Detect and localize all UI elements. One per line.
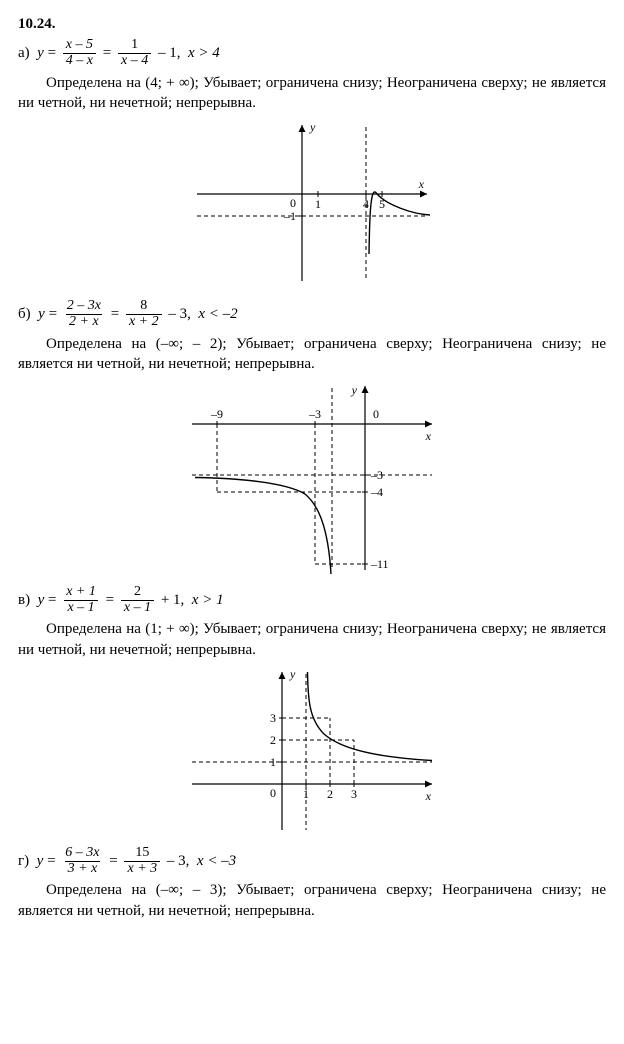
partD-description: Определена на (–∞; – 3); Убывает; ограни… — [18, 880, 606, 921]
partC-formula: в) y = x + 1 x – 1 = 2 x – 1 + 1, x > 1 — [18, 585, 606, 615]
partC-description: Определена на (1; + ∞); Убывает; огранич… — [18, 619, 606, 660]
partB-label: б) — [18, 304, 31, 324]
svg-text:–11: –11 — [370, 557, 389, 571]
partC-label: в) — [18, 590, 30, 610]
partD-label: г) — [18, 851, 29, 871]
svg-text:1: 1 — [303, 787, 309, 801]
frac-1: x – 5 4 – x — [63, 38, 96, 68]
formula-tail: – 1, — [158, 43, 181, 63]
svg-text:x: x — [425, 429, 432, 443]
formula-lhs: y — [37, 43, 44, 63]
svg-text:2: 2 — [270, 733, 276, 747]
partB-formula: б) y = 2 – 3x 2 + x = 8 x + 2 – 3, x < –… — [18, 299, 606, 329]
svg-text:3: 3 — [351, 787, 357, 801]
svg-text:–3: –3 — [370, 468, 383, 482]
partB-description: Определена на (–∞; – 2); Убывает; ограни… — [18, 334, 606, 375]
frac-2: 1 x – 4 — [118, 38, 151, 68]
svg-text:–1: –1 — [283, 209, 296, 223]
svg-text:–4: –4 — [370, 485, 383, 499]
svg-text:2: 2 — [327, 787, 333, 801]
svg-text:4: 4 — [363, 197, 369, 211]
partD-formula: г) y = 6 – 3x 3 + x = 15 x + 3 – 3, x < … — [18, 846, 606, 876]
svg-text:x: x — [425, 789, 432, 803]
partA-label: а) — [18, 43, 30, 63]
svg-text:y: y — [289, 667, 296, 681]
svg-text:0: 0 — [270, 786, 276, 800]
svg-text:y: y — [309, 120, 316, 134]
chart-B: –9 –3 0 –3 –4 –11 y x — [187, 380, 437, 575]
svg-text:3: 3 — [270, 711, 276, 725]
svg-text:y: y — [351, 383, 358, 397]
problem-number: 10.24. — [18, 14, 606, 34]
partA-description: Определена на (4; + ∞); Убывает; огранич… — [18, 73, 606, 114]
svg-text:0: 0 — [373, 407, 379, 421]
svg-text:–3: –3 — [308, 407, 321, 421]
svg-text:1: 1 — [270, 755, 276, 769]
chart-C: 0 1 2 3 1 2 3 y x — [187, 666, 437, 836]
svg-text:x: x — [418, 177, 425, 191]
chart-A: 1450–1yx — [192, 119, 432, 289]
svg-text:1: 1 — [315, 197, 321, 211]
formula-condition: x > 4 — [188, 43, 220, 63]
svg-text:–9: –9 — [210, 407, 223, 421]
svg-text:0: 0 — [290, 196, 296, 210]
partA-formula: а) y = x – 5 4 – x = 1 x – 4 – 1, x > 4 — [18, 38, 606, 68]
